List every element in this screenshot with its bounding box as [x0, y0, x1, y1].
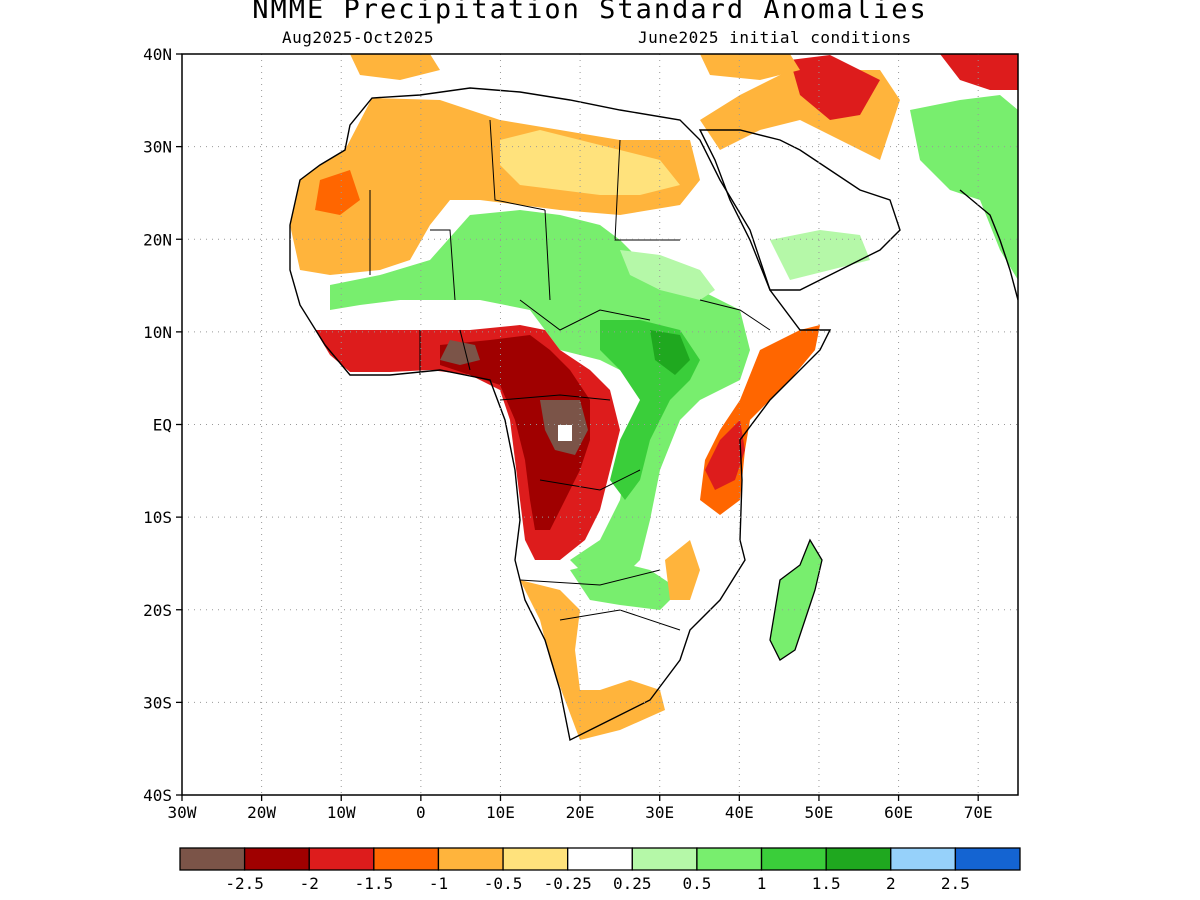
africa-coastline: [289, 87, 832, 742]
forecast-period: Aug2025-Oct2025: [282, 28, 434, 47]
lat-tick-label: 40N: [143, 45, 172, 64]
congo-basin-very-dry-field: [440, 340, 588, 455]
east-africa-strong-wet: [650, 330, 690, 375]
longitude-axis: 30W 20W 10W 0 10E 20E 30E 40E 50E 60E 70E: [168, 795, 993, 822]
lon-tick-label: 20W: [247, 803, 276, 822]
colorbar-swatch: [373, 847, 440, 871]
lat-tick-label: 40S: [143, 786, 172, 805]
colorbar-swatch: [631, 847, 698, 871]
lat-tick-label: EQ: [153, 416, 172, 435]
colorbar-swatch: [502, 847, 569, 871]
turkey-dry: [700, 54, 800, 80]
lon-tick-label: 20E: [566, 803, 595, 822]
sahel-wet-field: [330, 210, 750, 580]
colorbar-label: -0.5: [484, 874, 523, 893]
map-title: NMME Precipitation Standard Anomalies: [252, 0, 928, 25]
lon-tick-label: 10W: [327, 803, 356, 822]
lon-tick-label: 30E: [645, 803, 674, 822]
colorbar-label: 1: [757, 874, 767, 893]
colorbar-label: 0.25: [613, 874, 652, 893]
country-borders: [369, 119, 771, 631]
colorbar-label: -2: [300, 874, 319, 893]
colorbar-label: -2.5: [225, 874, 264, 893]
sahel-light-wet: [620, 250, 715, 300]
colorbar-swatch: [567, 847, 633, 871]
east-coast-dry-core: [705, 420, 745, 490]
colorbar: -2.5 -2 -1.5 -1 -0.5 -0.25 0.25 0.5 1 1.5 2 2.5: [179, 847, 1021, 893]
madagascar-wet-field: [769, 538, 823, 661]
colorbar-swatch: [825, 847, 892, 871]
latitude-axis: 40N 30N 20N 10N EQ 10S 20S 30S 40S: [143, 45, 182, 805]
lat-tick-label: 10N: [143, 323, 172, 342]
arabia-coastline: [698, 129, 901, 291]
central-africa-dry-field: [440, 335, 590, 530]
colorbar-label: -1: [429, 874, 448, 893]
colorbar-label: -0.25: [544, 874, 592, 893]
lat-tick-label: 10S: [143, 508, 172, 527]
map-plot-area: [289, 54, 1018, 742]
congo-white-patch: [558, 425, 572, 441]
colorbar-label: 2: [886, 874, 896, 893]
north-africa-light-dry: [500, 130, 680, 195]
lon-tick-label: 70E: [964, 803, 993, 822]
arabia-wet: [770, 230, 870, 280]
gridlines: [182, 54, 1018, 795]
colorbar-label: -1.5: [355, 874, 394, 893]
lat-tick-label: 20S: [143, 601, 172, 620]
morocco-dry: [315, 170, 360, 215]
colorbar-swatch: [696, 847, 763, 871]
colorbar-label: 1.5: [812, 874, 841, 893]
colorbar-swatch: [954, 847, 1021, 871]
lat-tick-label: 30N: [143, 138, 172, 157]
lon-tick-label: 50E: [804, 803, 833, 822]
colorbar-swatch: [437, 847, 504, 871]
lon-tick-label: 40E: [725, 803, 754, 822]
colorbar-label: 2.5: [941, 874, 970, 893]
colorbar-swatch: [243, 847, 310, 871]
lon-tick-label: 10E: [486, 803, 515, 822]
lon-tick-label: 30W: [168, 803, 197, 822]
lat-tick-label: 30S: [143, 693, 172, 712]
lon-tick-label: 60E: [884, 803, 913, 822]
colorbar-swatch: [890, 847, 957, 871]
lat-tick-label: 20N: [143, 230, 172, 249]
india-coastline: [959, 189, 1018, 301]
pakistan-wet-field: [910, 95, 1018, 280]
europe-dry: [350, 54, 440, 80]
zambia-dry: [665, 540, 700, 600]
caspian-dry: [940, 54, 1018, 90]
southern-africa-dry-field: [520, 580, 665, 740]
colorbar-swatch: [308, 847, 375, 871]
initial-conditions: June2025 initial conditions: [638, 28, 912, 47]
colorbar-label: 0.5: [682, 874, 711, 893]
colorbar-swatch: [760, 847, 827, 871]
north-africa-dry-field: [290, 98, 700, 275]
southern-africa-wet: [570, 560, 680, 610]
iran-dry-core: [790, 55, 880, 120]
lon-tick-label: 0: [416, 803, 426, 822]
colorbar-swatch: [179, 847, 246, 871]
